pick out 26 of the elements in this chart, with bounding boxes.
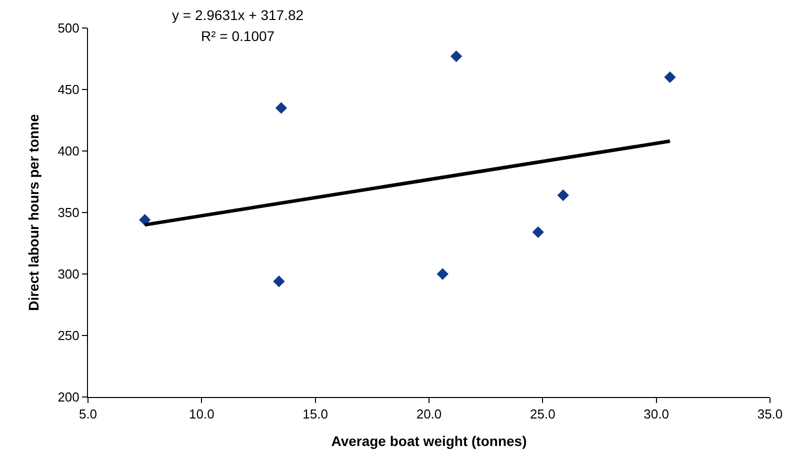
- y-tick-label: 200: [58, 390, 80, 405]
- x-tick-label: 20.0: [416, 406, 442, 422]
- y-tick-label: 350: [58, 205, 80, 220]
- x-tick-label: 10.0: [189, 406, 214, 422]
- x-tick-label: 30.0: [644, 406, 669, 422]
- point: [273, 276, 285, 288]
- annotation: R² = 0.1007: [201, 28, 275, 44]
- y-axis-title: Direct labour hours per tonne: [25, 114, 42, 311]
- x-tick-label: 25.0: [530, 406, 556, 422]
- x-tick-label: 15.0: [302, 406, 328, 422]
- point: [557, 189, 569, 202]
- point: [532, 226, 544, 238]
- x-axis-title: Average boat weight (tonnes): [331, 432, 527, 449]
- y-tick-label: 400: [58, 144, 80, 159]
- point: [436, 268, 448, 280]
- y-tick-label: 250: [58, 328, 80, 344]
- point: [138, 214, 151, 226]
- y-tick-label: 450: [58, 82, 80, 98]
- point: [450, 50, 462, 62]
- y-tick-label: 500: [58, 20, 80, 36]
- x-tick-label: 35.0: [757, 406, 783, 422]
- x-tick-label: 5.0: [78, 406, 98, 422]
- y-tick-label: 300: [58, 266, 80, 282]
- point: [664, 71, 676, 84]
- text: y = 2.9631x + 317.82: [172, 7, 304, 23]
- point: [275, 102, 288, 114]
